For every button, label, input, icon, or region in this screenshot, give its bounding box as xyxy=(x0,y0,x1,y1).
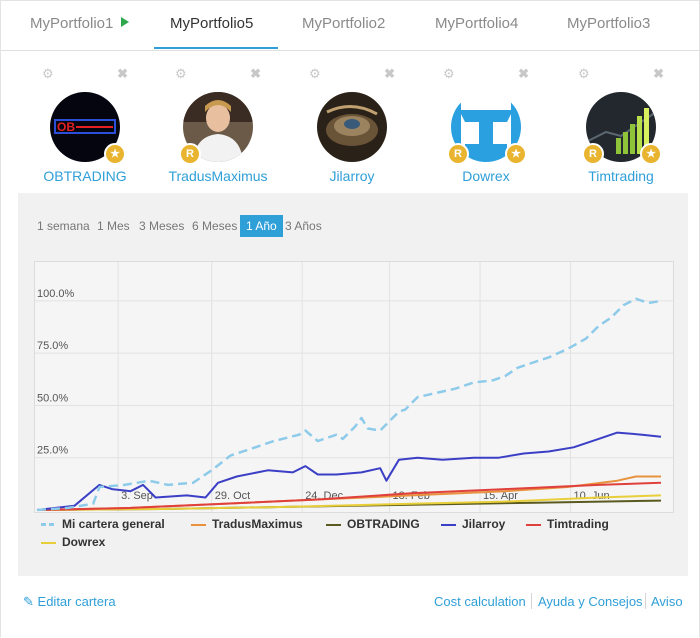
legend-swatch xyxy=(526,523,541,526)
x-tick-label: 15. Apr xyxy=(483,490,518,502)
r-badge-icon: R xyxy=(582,143,604,165)
range-3-anos[interactable]: 3 Años xyxy=(285,219,322,233)
legend-item[interactable]: Timtrading xyxy=(526,517,609,531)
performance-chart-panel: 1 semana 1 Mes 3 Meses 6 Meses 1 Año 3 A… xyxy=(18,193,688,576)
avatar-logo-text: OB xyxy=(57,120,75,134)
avatar[interactable]: OB xyxy=(50,92,120,162)
gear-icon[interactable]: ⚙ xyxy=(309,66,321,81)
legend-item[interactable]: Mi cartera general xyxy=(41,517,165,531)
member-card-timtrading: ⚙ ✖ R ★ Timtrading xyxy=(554,63,688,191)
avatar[interactable] xyxy=(317,92,387,162)
legend-label: Timtrading xyxy=(547,517,609,531)
legend-label: TradusMaximus xyxy=(212,517,303,531)
legend-item[interactable]: Jilarroy xyxy=(441,517,505,531)
member-card-dowrex: ⚙ ✖ R ★ Dowrex xyxy=(419,63,553,191)
notice-link[interactable]: Aviso xyxy=(651,594,683,609)
help-link[interactable]: Ayuda y Consejos xyxy=(538,594,643,609)
legend-swatch xyxy=(191,523,206,526)
line-chart: 25.0% 50.0% 75.0% 100.0% 3. Sep 29. Oct 24. De… xyxy=(34,261,674,513)
x-tick-label: 3. Sep xyxy=(121,490,153,502)
chart-canvas: 25.0%50.0%75.0%100.0%3. Sep 29. Oct 24. De… xyxy=(35,262,673,512)
play-icon xyxy=(121,17,130,27)
legend-item[interactable]: Dowrex xyxy=(41,535,105,549)
divider xyxy=(645,593,646,609)
gear-icon[interactable]: ⚙ xyxy=(175,66,187,81)
star-badge-icon: ★ xyxy=(104,143,126,165)
range-1-mes[interactable]: 1 Mes xyxy=(97,219,130,233)
legend-swatch xyxy=(441,523,456,526)
cost-calculation-link[interactable]: Cost calculation xyxy=(434,594,526,609)
edit-portfolio-label: Editar cartera xyxy=(37,594,116,609)
legend-item[interactable]: TradusMaximus xyxy=(191,517,303,531)
member-card-tradusmaximus: ⚙ ✖ R TradusMaximus xyxy=(151,63,285,191)
tab-myportfolio3[interactable]: MyPortfolio3 xyxy=(567,15,651,32)
legend-swatch xyxy=(41,541,56,544)
r-badge-icon: R xyxy=(179,143,201,165)
divider xyxy=(531,593,532,609)
member-card-jilarroy: ⚙ ✖ Jilarroy xyxy=(285,63,419,191)
close-icon[interactable]: ✖ xyxy=(653,66,664,81)
x-tick-label: 10. Jun xyxy=(574,490,610,502)
portfolio-tabs: MyPortfolio1 MyPortfolio5 MyPortfolio2 M… xyxy=(1,1,700,51)
series-line-jilarroy xyxy=(36,431,662,511)
member-card-obtrading: ⚙ ✖ OB ★ OBTRADING xyxy=(18,63,152,191)
gear-icon[interactable]: ⚙ xyxy=(443,66,455,81)
legend-label: OBTRADING xyxy=(347,517,420,531)
series-line-timtrading xyxy=(36,481,662,511)
legend-swatch xyxy=(41,523,56,527)
member-name[interactable]: Timtrading xyxy=(588,168,654,184)
range-1-ano[interactable]: 1 Año xyxy=(240,215,283,237)
star-badge-icon: ★ xyxy=(505,143,527,165)
tab-myportfolio1[interactable]: MyPortfolio1 xyxy=(30,15,130,32)
member-name[interactable]: Dowrex xyxy=(462,168,510,184)
range-3-meses[interactable]: 3 Meses xyxy=(139,219,185,233)
close-icon[interactable]: ✖ xyxy=(384,66,395,81)
range-1-semana[interactable]: 1 semana xyxy=(37,219,90,233)
widget-footer: ✎ Editar cartera Cost calculation Ayuda … xyxy=(1,587,700,617)
active-tab-indicator xyxy=(154,47,278,49)
close-icon[interactable]: ✖ xyxy=(117,66,128,81)
pencil-icon: ✎ xyxy=(23,594,34,609)
y-tick-label: 50.0% xyxy=(37,392,68,404)
series-line-dowrex xyxy=(36,494,662,511)
y-tick-label: 75.0% xyxy=(37,340,68,352)
series-line-mi-cartera-general xyxy=(36,297,662,512)
range-6-meses[interactable]: 6 Meses xyxy=(192,219,238,233)
gear-icon[interactable]: ⚙ xyxy=(578,66,590,81)
edit-portfolio-link[interactable]: ✎ Editar cartera xyxy=(23,594,116,610)
y-tick-label: 100.0% xyxy=(37,288,75,300)
member-name[interactable]: OBTRADING xyxy=(43,168,127,184)
legend-label: Dowrex xyxy=(62,535,106,549)
r-badge-icon: R xyxy=(447,143,469,165)
legend-label: Jilarroy xyxy=(462,517,506,531)
gear-icon[interactable]: ⚙ xyxy=(42,66,54,81)
member-name[interactable]: Jilarroy xyxy=(329,168,375,184)
legend-label: Mi cartera general xyxy=(62,517,165,531)
star-badge-icon: ★ xyxy=(640,143,662,165)
tab-myportfolio5[interactable]: MyPortfolio5 xyxy=(170,15,254,32)
legend-item[interactable]: OBTRADING xyxy=(326,517,420,531)
tab-label: MyPortfolio1 xyxy=(30,15,114,32)
y-tick-label: 25.0% xyxy=(37,445,68,457)
close-icon[interactable]: ✖ xyxy=(250,66,261,81)
member-name[interactable]: TradusMaximus xyxy=(168,168,268,184)
x-tick-label: 29. Oct xyxy=(215,490,250,502)
close-icon[interactable]: ✖ xyxy=(518,66,529,81)
tab-myportfolio2[interactable]: MyPortfolio2 xyxy=(302,15,386,32)
tab-myportfolio4[interactable]: MyPortfolio4 xyxy=(435,15,519,32)
legend-swatch xyxy=(326,523,341,526)
